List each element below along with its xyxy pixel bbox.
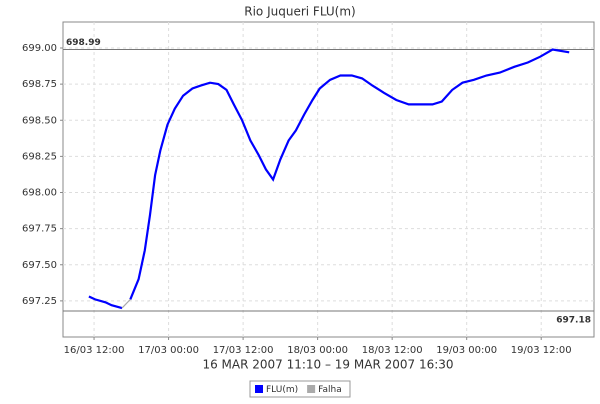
y-tick-label: 698.75 bbox=[22, 79, 57, 90]
legend-label: Falha bbox=[318, 385, 342, 395]
y-tick-label: 699.00 bbox=[22, 43, 57, 54]
y-tick-label: 698.25 bbox=[22, 151, 57, 162]
x-tick-label: 16/03 12:00 bbox=[64, 345, 125, 356]
reference-label: 698.99 bbox=[66, 38, 101, 48]
series-line bbox=[88, 48, 570, 310]
y-tick-label: 697.25 bbox=[22, 296, 57, 307]
x-tick-label: 17/03 12:00 bbox=[213, 345, 274, 356]
legend-swatch bbox=[255, 385, 263, 393]
x-tick-label: 17/03 00:00 bbox=[138, 345, 199, 356]
chart-title: Rio Juqueri FLU(m) bbox=[244, 5, 356, 19]
y-tick-label: 698.50 bbox=[22, 115, 57, 126]
y-tick-label: 697.75 bbox=[22, 224, 57, 235]
y-tick-label: 698.00 bbox=[22, 188, 57, 199]
x-tick-label: 19/03 12:00 bbox=[511, 345, 572, 356]
subtitle: 16 MAR 2007 11:10 – 19 MAR 2007 16:30 bbox=[202, 358, 453, 372]
reference-label: 697.18 bbox=[556, 315, 591, 325]
legend-label: FLU(m) bbox=[266, 385, 298, 395]
series-line bbox=[121, 298, 131, 309]
plot-area bbox=[62, 21, 595, 338]
legend-box bbox=[249, 380, 351, 398]
x-tick-label: 19/03 00:00 bbox=[436, 345, 497, 356]
x-tick-label: 18/03 12:00 bbox=[362, 345, 423, 356]
x-tick-label: 18/03 00:00 bbox=[287, 345, 348, 356]
legend-swatch bbox=[307, 385, 316, 393]
y-tick-label: 697.50 bbox=[22, 260, 57, 271]
